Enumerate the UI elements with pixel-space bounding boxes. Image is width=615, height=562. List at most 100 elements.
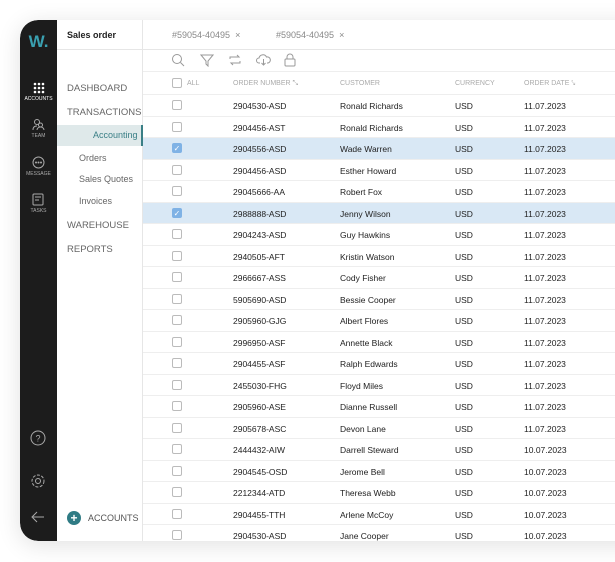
order-date: 11.07.2023 <box>524 294 566 305</box>
top-bar: Sales order #59054-40495 × #59054-40495 … <box>57 20 615 50</box>
table-row[interactable]: 5905690-ASD Bessie Cooper USD 11.07.2023 <box>143 289 615 310</box>
app-window: W. ACCOUNTS TEAM MESSAGE TASKS ? Sales o… <box>20 20 615 541</box>
row-checkbox[interactable] <box>172 121 182 132</box>
order-date: 11.07.2023 <box>524 337 566 348</box>
nav-orders[interactable]: Orders <box>79 153 107 163</box>
settings-icon[interactable] <box>30 473 46 489</box>
add-accounts-button[interactable]: + ACCOUNTS <box>67 511 139 525</box>
sort-icon[interactable]: ⤡ <box>292 80 299 87</box>
tasks-icon <box>32 193 44 206</box>
table-row[interactable]: 2212344-ATD Theresa Webb USD 10.07.2023 <box>143 482 615 504</box>
order-number: 2904456-AST <box>233 122 286 133</box>
rail-message[interactable]: MESSAGE <box>20 156 57 177</box>
select-all-checkbox[interactable] <box>172 78 182 88</box>
order-number: 2904545-OSD <box>233 466 288 477</box>
close-icon[interactable]: × <box>336 30 345 40</box>
customer: Guy Hawkins <box>340 230 391 240</box>
sort-icon[interactable]: ⤥ <box>571 80 576 87</box>
order-number: 2904456-ASD <box>233 165 287 176</box>
table-row[interactable]: 2904456-AST Ronald Richards USD 11.07.20… <box>143 117 615 138</box>
row-checkbox[interactable] <box>172 358 182 368</box>
rail-tasks[interactable]: TASKS <box>20 193 57 214</box>
table-row[interactable]: 2904530-ASD Ronald Richards USD 11.07.20… <box>143 95 615 117</box>
table-row[interactable]: 2455030-FHG Floyd Miles USD 11.07.2023 <box>143 375 615 396</box>
currency: USD <box>455 359 473 369</box>
customer: Esther Howard <box>340 165 397 176</box>
order-date: 11.07.2023 <box>524 423 566 434</box>
order-date: 11.07.2023 <box>524 316 566 326</box>
table-row[interactable]: 2996950-ASF Annette Black USD 11.07.2023 <box>143 332 615 353</box>
row-checkbox[interactable] <box>172 379 182 390</box>
table-row[interactable]: 2904530-ASD Jane Cooper USD 10.07.2023 <box>143 525 615 541</box>
nav-accounting[interactable]: Accounting <box>57 125 143 146</box>
lock-icon[interactable] <box>284 53 296 72</box>
table-row[interactable]: 2940505-AFT Kristin Watson USD 11.07.202… <box>143 246 615 267</box>
row-checkbox[interactable] <box>172 508 182 519</box>
table-row[interactable]: 2905960-GJG Albert Flores USD 11.07.2023 <box>143 310 615 332</box>
table-row[interactable]: 2905960-ASE Dianne Russell USD 11.07.202… <box>143 396 615 418</box>
table-row[interactable]: 2966667-ASS Cody Fisher USD 11.07.2023 <box>143 267 615 289</box>
row-checkbox[interactable] <box>172 100 182 110</box>
row-checkbox[interactable] <box>172 422 182 433</box>
header-customer[interactable]: CUSTOMER <box>340 80 380 87</box>
rail-team[interactable]: TEAM <box>20 118 57 139</box>
row-checkbox[interactable] <box>172 315 182 325</box>
header-order-date[interactable]: ORDER DATE ⤥ <box>524 80 576 87</box>
header-currency[interactable]: CURRENCY <box>455 80 495 87</box>
currency: USD <box>455 251 473 262</box>
table-row[interactable]: 2444432-AIW Darrell Steward USD 10.07.20… <box>143 439 615 461</box>
tab-order[interactable]: #59054-40495 × <box>276 30 345 40</box>
header-all: ALL <box>187 80 200 87</box>
header-order-number[interactable]: ORDER NUMBER ⤡ <box>233 80 299 87</box>
order-number: 2966667-ASS <box>233 273 286 283</box>
cloud-download-icon[interactable] <box>256 53 271 72</box>
refresh-icon[interactable] <box>228 53 242 72</box>
customer: Ralph Edwards <box>340 359 398 369</box>
row-checkbox[interactable] <box>172 444 182 454</box>
customer: Albert Flores <box>340 316 389 326</box>
table-row[interactable]: 2904455-TTH Arlene McCoy USD 10.07.2023 <box>143 504 615 525</box>
order-number: 29045666-AA <box>233 187 285 197</box>
search-icon[interactable] <box>171 53 185 72</box>
nav-dashboard[interactable]: DASHBOARD <box>67 83 128 94</box>
row-checkbox[interactable] <box>172 487 182 497</box>
help-icon[interactable]: ? <box>30 430 46 446</box>
rail-accounts[interactable]: ACCOUNTS <box>20 82 57 102</box>
row-checkbox[interactable] <box>172 229 182 239</box>
table-row[interactable]: 2904545-OSD Jerome Bell USD 10.07.2023 <box>143 461 615 482</box>
row-checkbox[interactable] <box>172 272 182 282</box>
page-title: Sales order <box>67 30 117 40</box>
row-checkbox[interactable] <box>172 530 182 540</box>
tab-order[interactable]: #59054-40495 × <box>172 30 241 40</box>
row-checkbox[interactable] <box>172 164 182 175</box>
back-arrow-icon[interactable] <box>31 511 45 523</box>
row-checkbox[interactable] <box>172 465 182 476</box>
table-row[interactable]: 2904456-ASD Esther Howard USD 11.07.2023 <box>143 160 615 181</box>
row-checkbox[interactable] <box>172 250 182 261</box>
order-number: 5905690-ASD <box>233 294 287 305</box>
nav-invoices[interactable]: Invoices <box>79 196 113 206</box>
customer: Jane Cooper <box>340 531 389 541</box>
nav-sales-quotes[interactable]: Sales Quotes <box>79 174 134 184</box>
order-date: 11.07.2023 <box>524 402 566 412</box>
table-row[interactable]: 2904243-ASD Guy Hawkins USD 11.07.2023 <box>143 224 615 246</box>
nav-warehouse[interactable]: WAREHOUSE <box>67 220 129 231</box>
table-row[interactable]: ✓ 2904556-ASD Wade Warren USD 11.07.2023 <box>143 138 615 160</box>
row-checkbox[interactable] <box>172 186 182 196</box>
row-checkbox[interactable]: ✓ <box>172 207 182 218</box>
close-icon[interactable]: × <box>232 30 241 40</box>
row-checkbox[interactable]: ✓ <box>172 143 182 153</box>
currency: USD <box>455 294 473 305</box>
table-row[interactable]: ✓ 2988888-ASD Jenny Wilson USD 11.07.202… <box>143 202 615 224</box>
table-row[interactable]: 2904455-ASF Ralph Edwards USD 11.07.2023 <box>143 353 615 375</box>
row-checkbox[interactable] <box>172 401 182 411</box>
row-checkbox[interactable] <box>172 293 182 304</box>
table-row[interactable]: 29045666-AA Robert Fox USD 11.07.2023 <box>143 181 615 203</box>
currency: USD <box>455 122 473 133</box>
table-row[interactable]: 2905678-ASC Devon Lane USD 11.07.2023 <box>143 418 615 439</box>
nav-transactions[interactable]: TRANSACTIONS <box>67 107 142 118</box>
nav-reports[interactable]: REPORTS <box>67 244 113 255</box>
order-number: 2905678-ASC <box>233 423 287 434</box>
row-checkbox[interactable] <box>172 336 182 347</box>
filter-icon[interactable] <box>199 53 215 72</box>
